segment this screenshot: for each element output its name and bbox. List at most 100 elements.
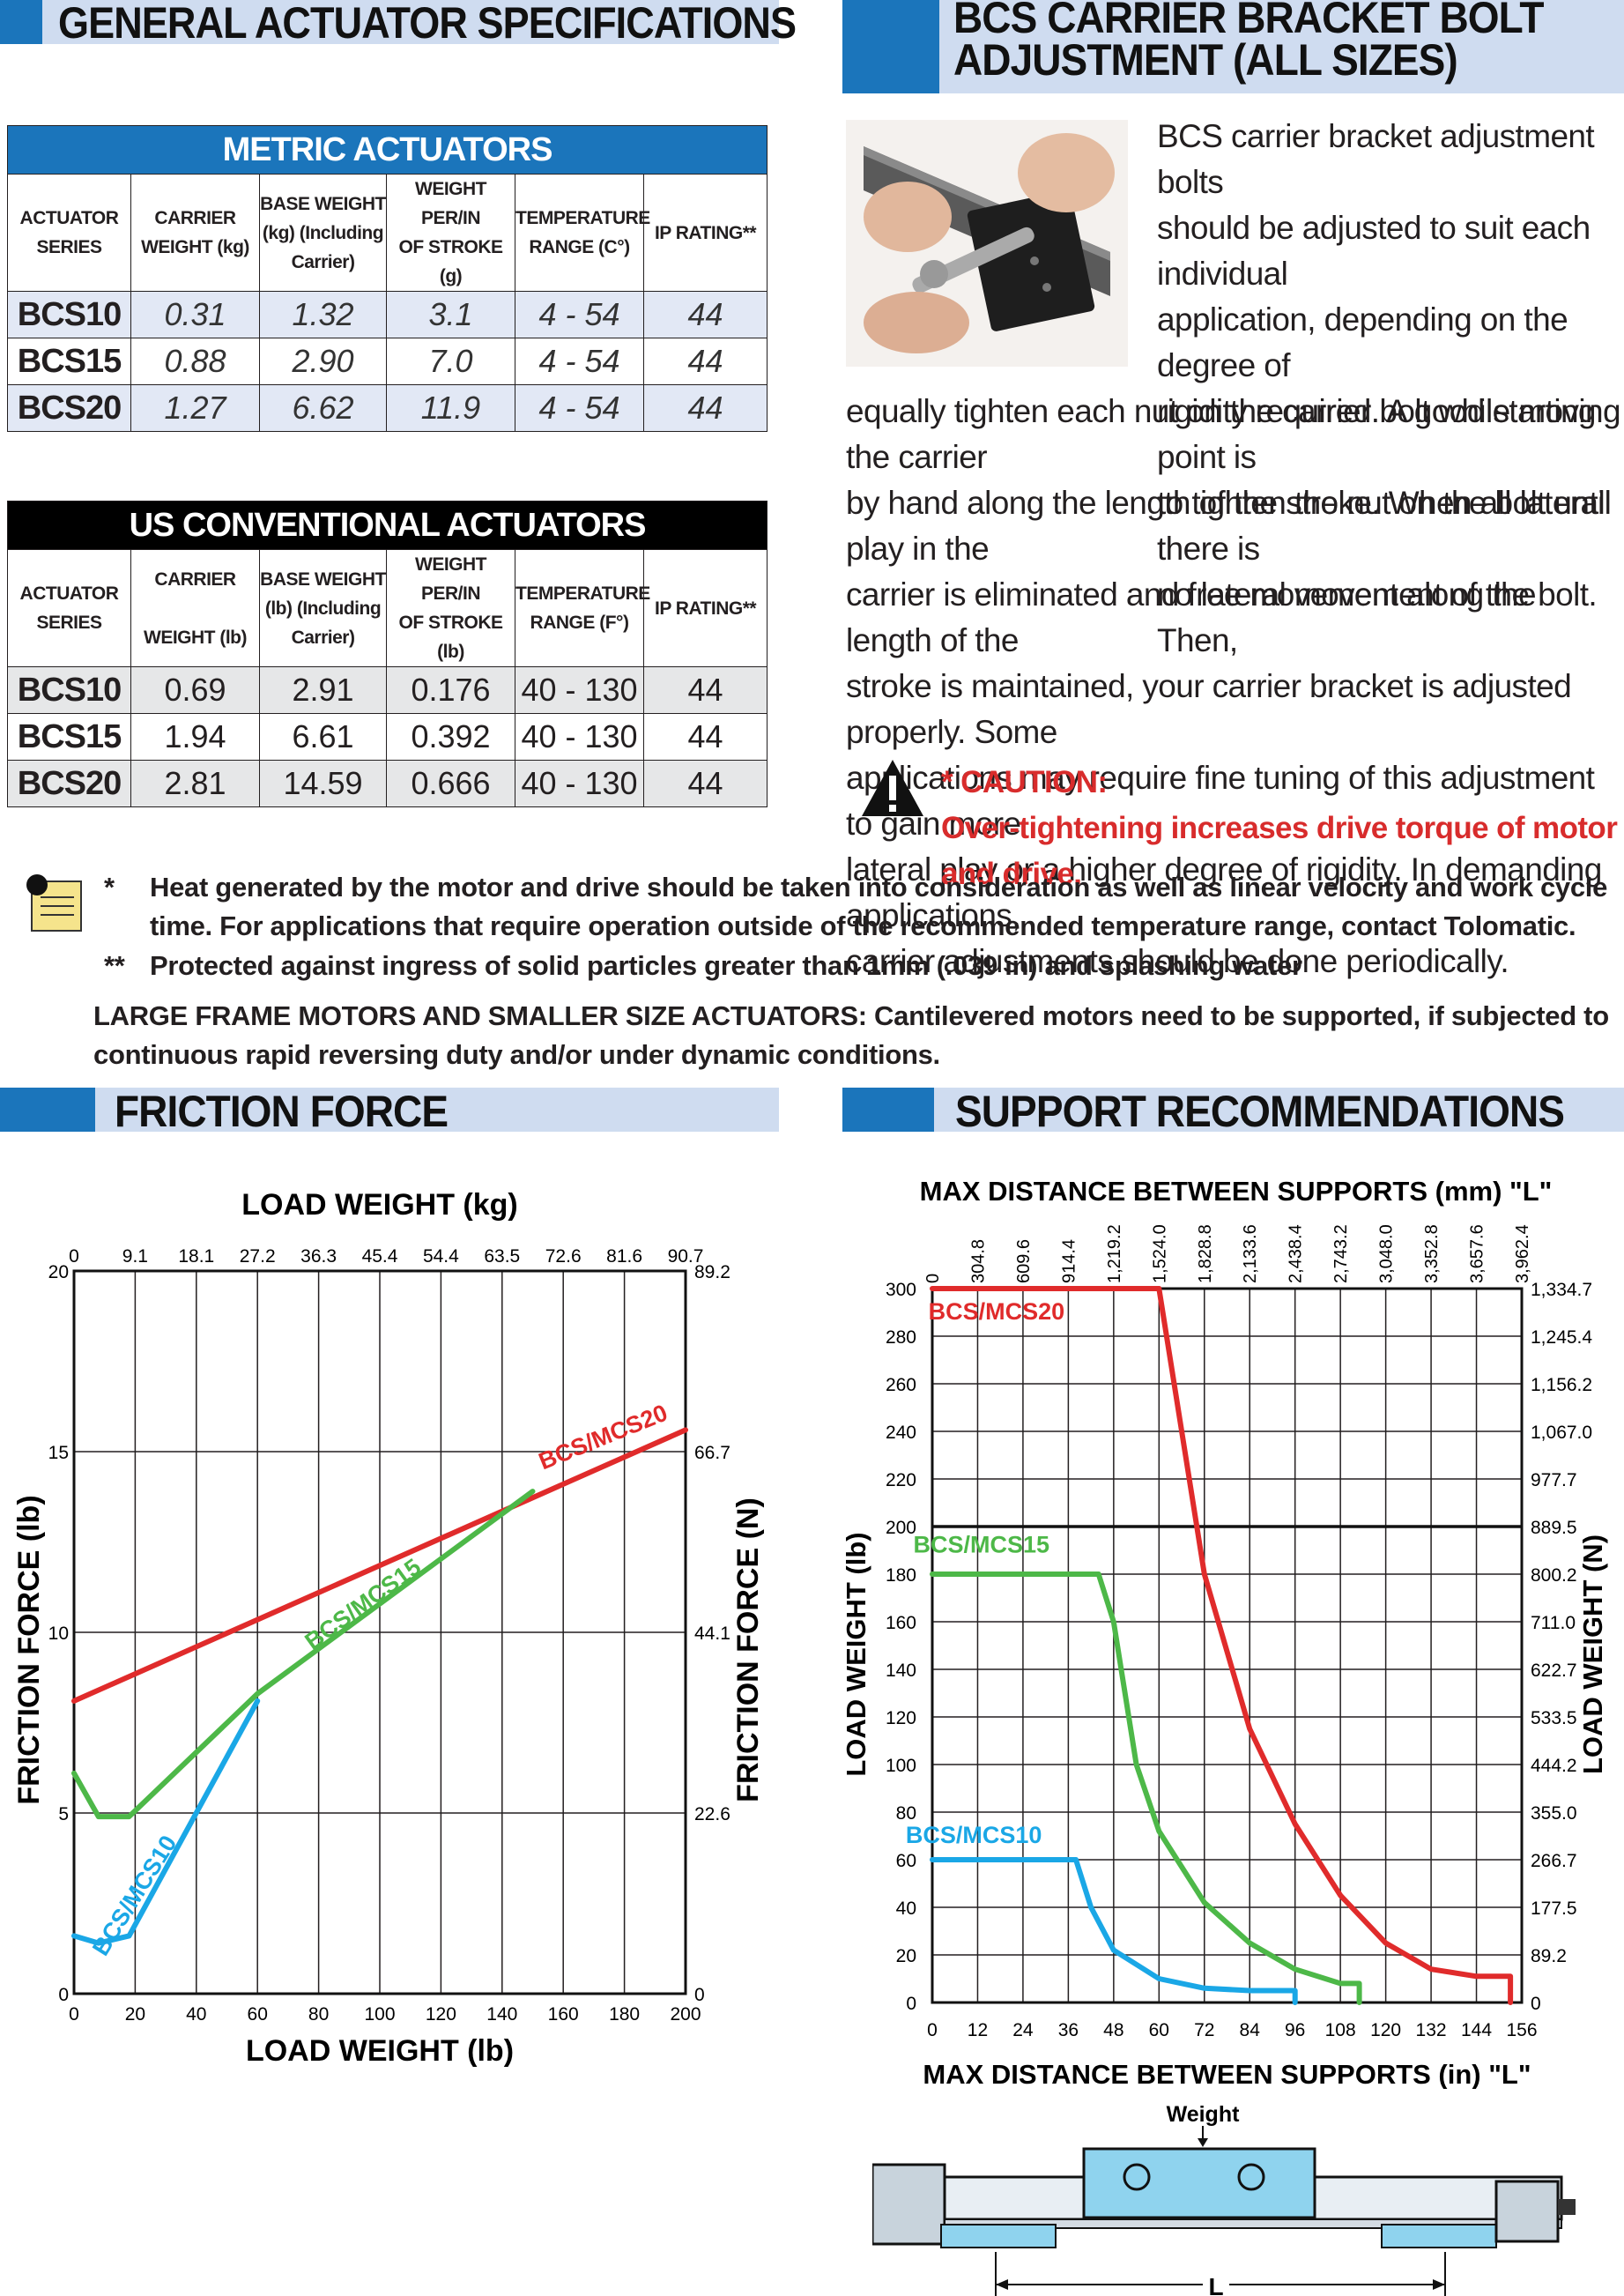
caution-text: Over-tightening increases drive torque o…	[941, 811, 1618, 891]
y-right-tick-label: 355.0	[1531, 1803, 1577, 1824]
x-tick-label: 80	[308, 2004, 329, 2025]
table-cell: 44	[642, 760, 768, 807]
column-header: TEMPERATURE RANGE (C°)	[515, 174, 650, 292]
weight-label: Weight	[1167, 2102, 1241, 2127]
table-cell: 40 - 130	[515, 760, 644, 807]
x-tick-label: 48	[1103, 2020, 1123, 2040]
note-star-symbol: *	[104, 872, 115, 903]
y-right-tick-label: 66.7	[694, 1443, 730, 1463]
table-row: BCS20 2.81 14.59 0.666 40 - 130 44	[7, 760, 768, 807]
actuator-support-diagram: Weight L	[872, 2102, 1576, 2296]
support-recommendations-chart: 0012304.824609.636914.4481,219.2601,524.…	[841, 1176, 1608, 2089]
chart-x-axis-title: LOAD WEIGHT (lb)	[246, 2034, 514, 2068]
top-tick-label: 0	[69, 1246, 79, 1267]
top-tick-label: 45.4	[362, 1246, 398, 1267]
top-tick-label: 54.4	[423, 1246, 459, 1267]
y-tick-label: 20	[896, 1946, 916, 1966]
table-row: BCS15 0.88 2.90 7.0 4 - 54 44	[7, 338, 768, 385]
table-cell: 1.94	[130, 713, 260, 761]
paragraph-line: carrier adjustments should be done perio…	[846, 943, 1509, 979]
y-tick-label: 15	[48, 1443, 69, 1463]
y-right-tick-label: 711.0	[1531, 1613, 1576, 1633]
y-tick-label: 240	[886, 1423, 916, 1443]
x-tick-label: 100	[364, 2004, 395, 2025]
x-tick-label: 40	[186, 2004, 206, 2025]
table-cell: 44	[642, 666, 768, 714]
column-header: CARRIER WEIGHT (kg)	[130, 174, 260, 292]
table-cell: 1.32	[259, 291, 387, 338]
y-right-tick-label: 44.1	[694, 1624, 730, 1644]
paragraph-line: carrier is eliminated and free movement …	[846, 576, 1537, 658]
table-cell: 2.91	[259, 666, 387, 714]
y-right-tick-label: 177.5	[1531, 1898, 1577, 1919]
top-tick-label: 0	[923, 1274, 943, 1283]
note-line: LARGE FRAME MOTORS AND SMALLER SIZE ACTU…	[93, 1000, 1609, 1031]
note-line: continuous rapid reversing duty and/or u…	[93, 1039, 940, 1070]
top-tick-label: 1,524.0	[1150, 1224, 1169, 1283]
chart-y-right-axis-title: LOAD WEIGHT (N)	[1577, 1534, 1608, 1774]
top-tick-label: 63.5	[484, 1246, 520, 1267]
table-cell: 2.81	[130, 760, 260, 807]
y-tick-label: 180	[886, 1565, 916, 1586]
paragraph-line: should be adjusted to suit each individu…	[1157, 210, 1591, 292]
column-header: BASE WEIGHT (kg) (Including Carrier)	[259, 174, 387, 292]
bcs-paragraph-narrow: BCS carrier bracket adjustment bolts sho…	[1157, 114, 1624, 664]
friction-force-title: FRICTION FORCE	[115, 1087, 449, 1136]
table-cell: 11.9	[386, 384, 515, 432]
x-tick-label: 84	[1240, 2020, 1261, 2040]
y-right-tick-label: 1,245.4	[1531, 1327, 1592, 1348]
table-cell: BCS10	[7, 291, 131, 338]
y-right-tick-label: 533.5	[1531, 1708, 1577, 1728]
x-tick-label: 132	[1416, 2020, 1447, 2040]
x-tick-label: 24	[1012, 2020, 1034, 2040]
table-cell: 7.0	[386, 338, 515, 385]
x-tick-label: 20	[125, 2004, 145, 2025]
paragraph-line: equally tighten each nut on the carrier …	[846, 393, 1621, 475]
x-tick-label: 180	[609, 2004, 640, 2025]
y-tick-label: 5	[58, 1804, 69, 1824]
table-cell: BCS10	[7, 666, 131, 714]
series-line-bcs-mcs15	[930, 1572, 1362, 2005]
top-tick-label: 3,352.8	[1422, 1224, 1442, 1283]
top-tick-label: 18.1	[178, 1246, 214, 1267]
column-header: TEMPERATURE RANGE (F°)	[515, 549, 650, 667]
column-header: WEIGHT PER/IN OF STROKE (g)	[386, 174, 515, 292]
note-ingress: Protected against ingress of solid parti…	[150, 950, 1302, 981]
y-tick-label: 10	[48, 1624, 69, 1644]
metric-table-header-row: ACTUATOR SERIES CARRIER WEIGHT (kg) BASE W…	[7, 174, 768, 292]
x-tick-label: 160	[548, 2004, 579, 2025]
top-tick-label: 2,743.2	[1331, 1224, 1351, 1283]
y-tick-label: 220	[886, 1470, 916, 1490]
y-tick-label: 60	[896, 1851, 916, 1871]
caution-block: * CAUTION: Over-tightening increases dri…	[941, 760, 1624, 897]
chart-y-axis-title: FRICTION FORCE (lb)	[12, 1495, 46, 1804]
y-tick-label: 20	[48, 1262, 69, 1282]
note-pad-icon	[26, 874, 82, 932]
series-label: BCS/MCS20	[535, 1400, 671, 1475]
top-tick-label: 90.7	[668, 1246, 704, 1267]
top-tick-label: 609.6	[1014, 1239, 1034, 1283]
x-tick-label: 120	[426, 2004, 456, 2025]
series-line-bcs-mcs20	[930, 1286, 1514, 2005]
bcs-adjust-header: BCS CARRIER BRACKET BOLT ADJUSTMENT (ALL…	[842, 0, 1624, 93]
table-cell: 40 - 130	[515, 713, 644, 761]
friction-force-chart: 00209.14018.16027.28036.310045.412054.41…	[12, 1188, 765, 2068]
top-tick-label: 81.6	[606, 1246, 642, 1267]
us-table-header-row: ACTUATOR SERIES CARRIER WEIGHT (lb) BASE W…	[7, 549, 768, 667]
top-tick-label: 304.8	[968, 1239, 988, 1283]
metric-actuators-table: METRIC ACTUATORS ACTUATOR SERIES CARRIER W…	[6, 125, 768, 432]
top-tick-label: 3,962.4	[1513, 1224, 1532, 1283]
y-tick-label: 80	[896, 1803, 916, 1824]
paragraph-line: stroke is maintained, your carrier brack…	[846, 668, 1572, 750]
y-right-tick-label: 0	[1531, 1994, 1541, 2014]
plot-frame	[72, 1269, 687, 1995]
top-tick-label: 36.3	[300, 1246, 337, 1267]
x-tick-label: 96	[1285, 2020, 1305, 2040]
table-cell: BCS20	[7, 384, 131, 432]
paragraph-line: BCS carrier bracket adjustment bolts	[1157, 118, 1595, 200]
table-cell: 4 - 54	[515, 338, 644, 385]
y-tick-label: 300	[886, 1280, 916, 1300]
y-tick-label: 120	[886, 1708, 916, 1728]
table-cell: BCS15	[7, 713, 131, 761]
length-l-label: L	[1208, 2273, 1223, 2296]
